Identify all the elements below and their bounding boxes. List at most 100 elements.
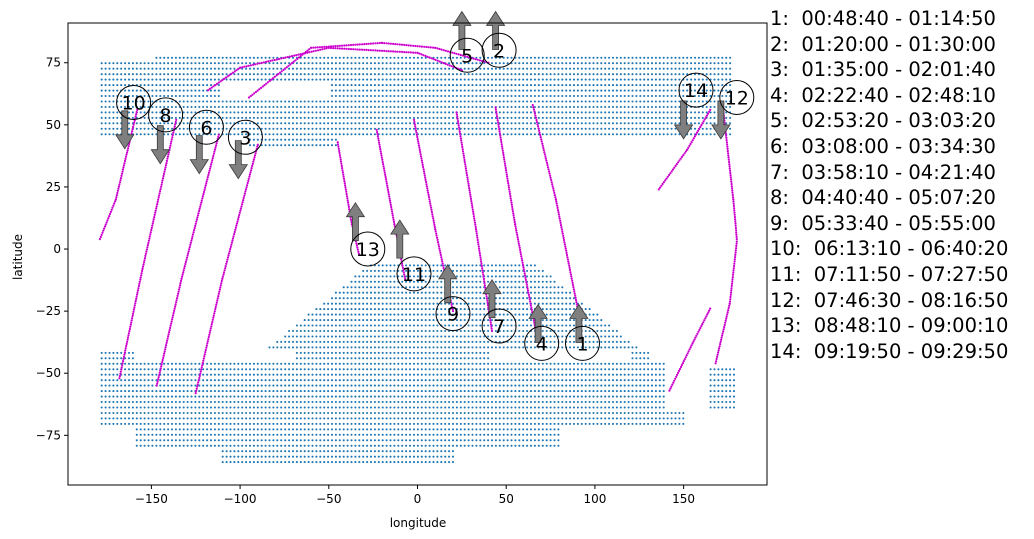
land-point bbox=[592, 116, 595, 119]
land-point bbox=[549, 62, 552, 65]
land-point bbox=[518, 73, 521, 76]
land-point bbox=[428, 286, 431, 289]
land-point bbox=[713, 105, 716, 109]
land-point bbox=[288, 373, 291, 376]
land-point bbox=[448, 127, 451, 130]
land-point bbox=[580, 373, 583, 376]
land-point bbox=[182, 73, 185, 76]
land-point bbox=[604, 78, 607, 81]
land-point bbox=[237, 384, 240, 387]
land-point bbox=[572, 395, 576, 398]
land-point bbox=[151, 390, 154, 393]
land-point bbox=[428, 122, 431, 125]
land-point bbox=[526, 384, 529, 387]
land-point bbox=[330, 329, 334, 333]
land-point bbox=[436, 395, 439, 398]
land-point bbox=[408, 94, 412, 98]
land-point bbox=[693, 84, 697, 87]
land-point bbox=[545, 313, 548, 316]
land-point bbox=[631, 62, 634, 65]
land-point bbox=[151, 100, 154, 103]
land-point bbox=[729, 373, 732, 376]
land-point bbox=[436, 122, 439, 125]
land-point bbox=[541, 406, 544, 409]
land-point bbox=[596, 319, 599, 322]
land-point bbox=[233, 384, 236, 387]
land-point bbox=[635, 127, 638, 130]
land-point bbox=[650, 67, 654, 70]
land-point bbox=[334, 127, 337, 130]
land-point bbox=[299, 400, 302, 404]
land-point bbox=[518, 89, 521, 92]
land-point bbox=[373, 122, 376, 125]
land-point bbox=[623, 116, 626, 119]
land-point bbox=[713, 78, 716, 81]
land-point bbox=[658, 406, 661, 409]
land-point bbox=[608, 324, 611, 327]
land-point bbox=[541, 335, 544, 338]
land-point bbox=[256, 406, 259, 409]
land-point bbox=[108, 127, 111, 130]
land-point bbox=[678, 116, 681, 119]
land-point bbox=[623, 384, 626, 387]
land-point bbox=[373, 357, 376, 360]
land-point bbox=[237, 373, 240, 376]
land-point bbox=[373, 100, 376, 103]
land-point bbox=[416, 406, 419, 409]
land-point bbox=[541, 269, 544, 272]
land-point bbox=[471, 111, 474, 114]
land-point bbox=[369, 56, 373, 59]
land-point bbox=[366, 368, 369, 371]
land-point bbox=[241, 62, 244, 65]
land-point bbox=[553, 373, 556, 376]
land-point bbox=[241, 116, 244, 119]
land-point bbox=[170, 395, 174, 398]
land-point bbox=[229, 111, 232, 114]
land-point bbox=[299, 133, 302, 136]
land-point bbox=[608, 340, 611, 343]
land-point bbox=[631, 100, 634, 103]
land-point bbox=[385, 100, 388, 103]
land-point bbox=[592, 406, 595, 409]
land-point bbox=[709, 89, 712, 92]
land-point bbox=[619, 346, 622, 349]
land-point bbox=[354, 373, 357, 376]
land-point bbox=[494, 127, 497, 130]
land-point bbox=[455, 280, 458, 283]
land-point bbox=[475, 362, 478, 365]
land-point bbox=[553, 122, 556, 125]
land-point bbox=[373, 56, 376, 59]
land-point bbox=[346, 340, 349, 343]
land-point bbox=[440, 302, 443, 305]
land-point bbox=[440, 105, 443, 109]
land-point bbox=[299, 390, 302, 393]
land-point bbox=[334, 138, 337, 141]
land-point bbox=[108, 400, 111, 404]
land-point bbox=[713, 116, 716, 119]
land-point bbox=[537, 275, 540, 278]
land-point bbox=[178, 368, 181, 371]
land-point bbox=[416, 357, 419, 360]
land-point bbox=[354, 324, 357, 327]
land-point bbox=[623, 94, 626, 98]
land-point bbox=[381, 127, 384, 130]
land-point bbox=[631, 373, 634, 376]
land-point bbox=[303, 400, 306, 404]
land-point bbox=[463, 264, 466, 267]
land-point bbox=[670, 89, 673, 92]
land-point bbox=[350, 100, 353, 103]
land-point bbox=[346, 373, 349, 376]
land-point bbox=[291, 368, 295, 371]
land-point bbox=[377, 111, 380, 114]
land-point bbox=[705, 89, 708, 92]
land-point bbox=[206, 133, 209, 136]
land-point bbox=[358, 329, 361, 333]
land-point bbox=[420, 335, 423, 338]
land-point bbox=[502, 368, 505, 371]
land-point bbox=[490, 319, 494, 322]
land-point bbox=[725, 67, 728, 70]
land-point bbox=[533, 275, 536, 278]
land-point bbox=[549, 308, 552, 311]
land-point bbox=[670, 127, 673, 130]
land-point bbox=[393, 297, 396, 300]
